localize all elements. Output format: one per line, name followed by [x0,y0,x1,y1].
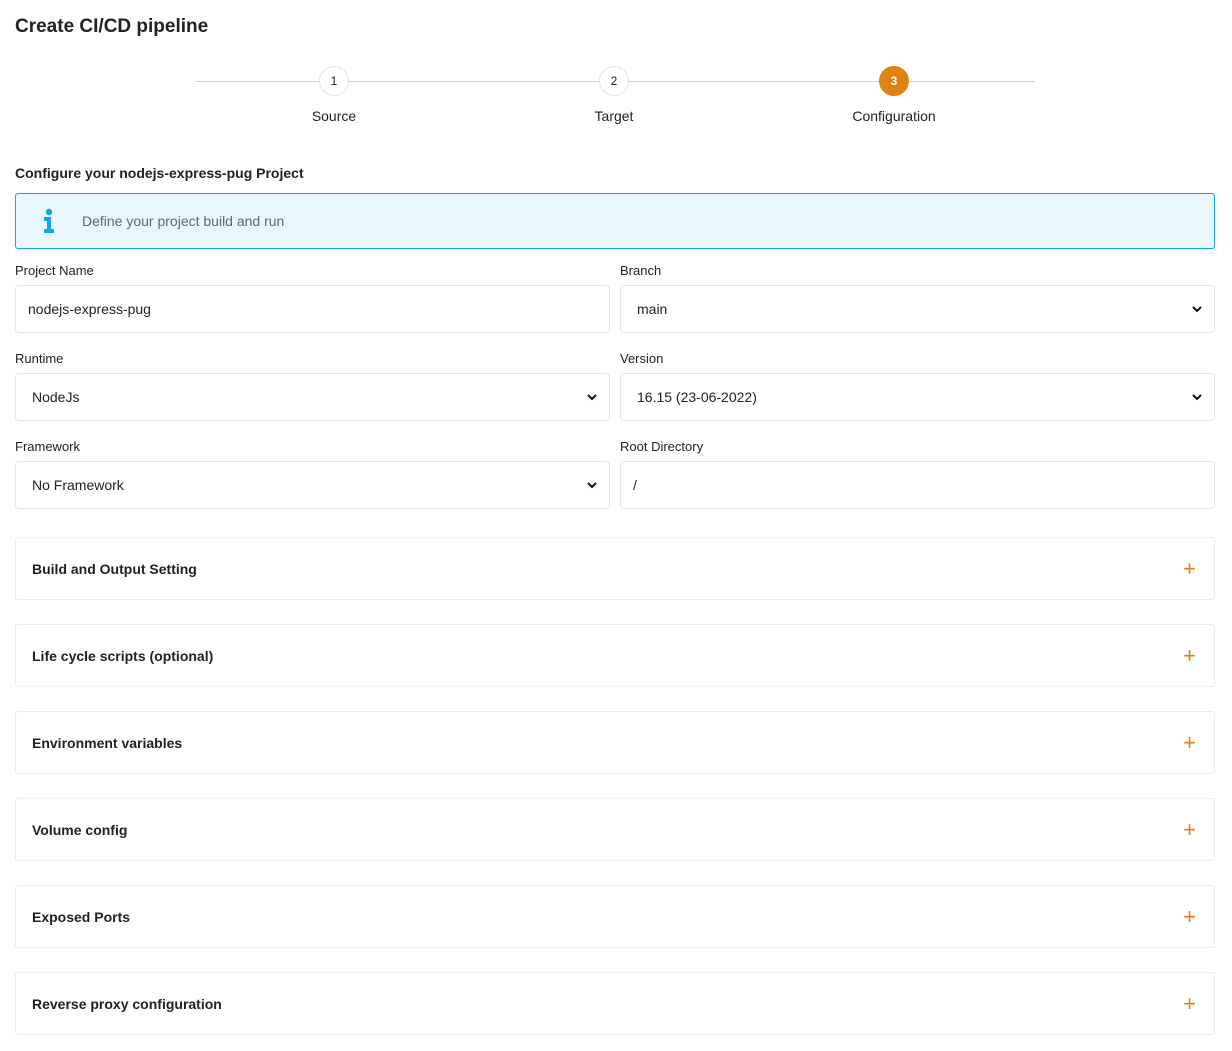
info-text: Define your project build and run [82,213,285,229]
field-label: Runtime [15,351,64,366]
root-directory-input[interactable]: / [620,461,1215,509]
field-label: Project Name [15,263,94,278]
stepper: 1 Source 2 Target 3 Configuration [195,66,1035,136]
section-subtitle: Configure your nodejs-express-pug Projec… [15,165,304,181]
framework-field: Framework No Framework [15,439,610,509]
accordion-title: Build and Output Setting [32,560,197,577]
chevron-down-icon [1192,305,1202,312]
runtime-select[interactable]: NodeJs [15,373,610,421]
input-value: nodejs-express-pug [28,301,151,317]
step-number: 1 [319,66,349,96]
framework-select[interactable]: No Framework [15,461,610,509]
chevron-down-icon [1192,393,1202,400]
step-configuration[interactable]: 3 Configuration [814,66,974,124]
version-select[interactable]: 16.15 (23-06-2022) [620,373,1215,421]
info-icon [16,208,82,234]
step-number: 3 [879,66,909,96]
select-value: No Framework [32,477,124,493]
page-title: Create CI/CD pipeline [15,16,209,37]
step-label: Target [594,108,634,124]
accordion-title: Environment variables [32,734,183,751]
step-number: 2 [599,66,629,96]
branch-field: Branch main [620,263,1215,333]
project-name-field: Project Name nodejs-express-pug [15,263,610,333]
chevron-down-icon [587,481,597,488]
plus-icon[interactable]: + [1183,642,1196,668]
select-value: main [637,301,668,317]
plus-icon[interactable]: + [1183,903,1196,929]
plus-icon[interactable]: + [1183,555,1196,581]
plus-icon[interactable]: + [1183,816,1196,842]
step-label: Source [311,108,357,124]
accordion-title: Reverse proxy configuration [32,995,222,1012]
input-value: / [633,477,637,493]
step-label: Configuration [852,108,936,124]
branch-select[interactable]: main [620,285,1215,333]
accordion-build-output[interactable]: Build and Output Setting + [15,537,1215,600]
step-target[interactable]: 2 Target [534,66,694,124]
field-label: Version [620,351,664,366]
accordion-lifecycle-scripts[interactable]: Life cycle scripts (optional) + [15,624,1215,687]
version-field: Version 16.15 (23-06-2022) [620,351,1215,421]
chevron-down-icon [587,393,597,400]
project-name-input[interactable]: nodejs-express-pug [15,285,610,333]
accordion-environment-variables[interactable]: Environment variables + [15,711,1215,774]
accordion-title: Exposed Ports [32,908,131,925]
accordion-exposed-ports[interactable]: Exposed Ports + [15,885,1215,948]
runtime-field: Runtime NodeJs [15,351,610,421]
accordion-volume-config[interactable]: Volume config + [15,798,1215,861]
field-label: Root Directory [620,439,704,454]
accordion-title: Volume config [32,821,128,838]
plus-icon[interactable]: + [1183,729,1196,755]
field-label: Branch [620,263,662,278]
field-label: Framework [15,439,81,454]
accordion-reverse-proxy[interactable]: Reverse proxy configuration + [15,972,1215,1035]
plus-icon[interactable]: + [1183,990,1196,1016]
select-value: 16.15 (23-06-2022) [637,389,757,405]
root-directory-field: Root Directory / [620,439,1215,509]
info-banner: Define your project build and run [15,193,1215,249]
step-source[interactable]: 1 Source [254,66,414,124]
accordion-title: Life cycle scripts (optional) [32,647,214,664]
select-value: NodeJs [32,389,80,405]
